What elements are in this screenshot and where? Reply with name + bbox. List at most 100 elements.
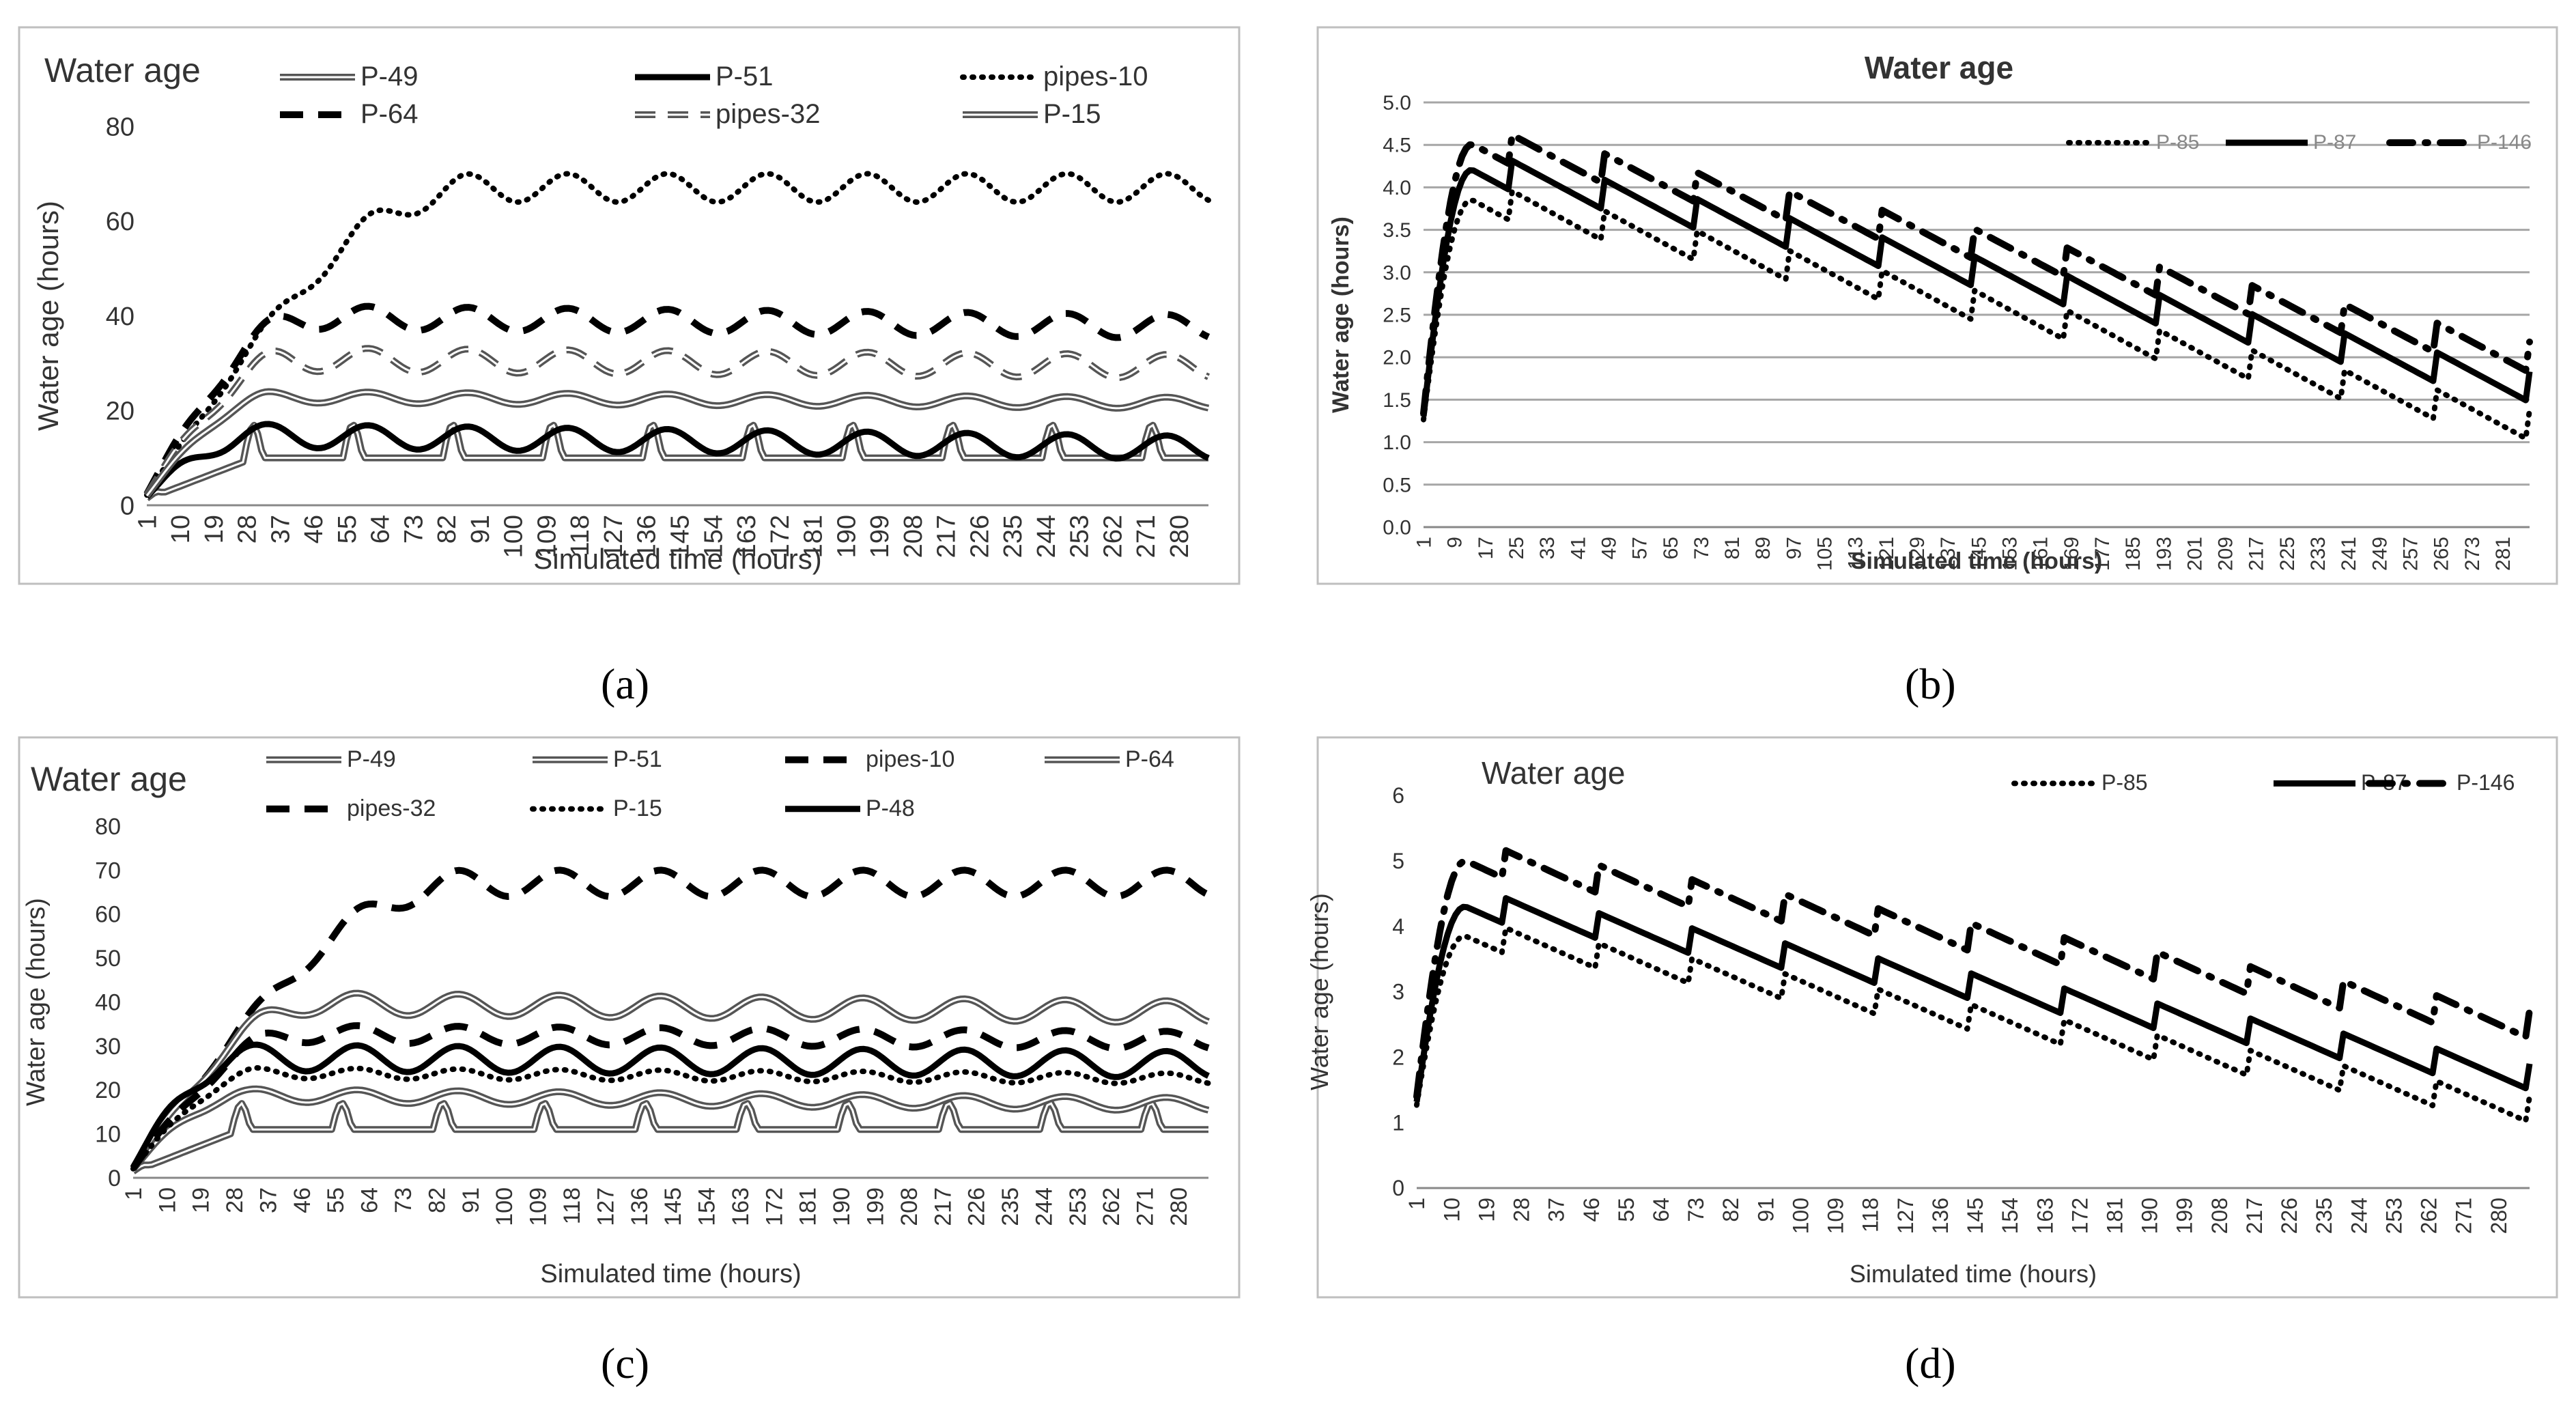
- series-line-pipes-10: [130, 866, 1211, 1171]
- x-tick-label: 55: [323, 1187, 349, 1213]
- y-tick-label: 2: [1392, 1045, 1404, 1070]
- legend-label-P-64: P-64: [360, 99, 419, 129]
- x-tick-label: 209: [2215, 537, 2237, 571]
- x-tick-label: 46: [1579, 1198, 1604, 1222]
- x-tick-label: 118: [559, 1187, 585, 1224]
- x-tick-label: 154: [694, 1187, 720, 1226]
- x-tick-label: 172: [761, 1187, 787, 1226]
- chart-c: Water age 0 10 20 30 40 50 60 70 80 1 10 19 28 37 46 55 6…: [18, 736, 1241, 1299]
- legend-label-P-146: P-146: [2457, 770, 2515, 795]
- y-tick-label: 2.0: [1383, 347, 1411, 369]
- y-tick-label: 20: [95, 1077, 121, 1103]
- caption-b: (b): [1905, 660, 1956, 708]
- chart-title: Water age: [44, 51, 201, 89]
- x-tick-label: 73: [399, 515, 428, 543]
- x-tick-label: 145: [660, 1187, 686, 1226]
- x-tick-label: 19: [1474, 1198, 1499, 1222]
- series-line-pipes-32: [130, 1022, 1210, 1171]
- x-tick-label: 91: [1753, 1198, 1778, 1222]
- x-tick-label: 208: [2207, 1198, 2232, 1234]
- x-tick-label: 19: [188, 1187, 214, 1213]
- chart-border: [18, 736, 1241, 1299]
- legend-label-P-48: P-48: [866, 795, 915, 821]
- caption-d: (d): [1905, 1339, 1956, 1387]
- series-line-inner-P-64: [132, 992, 1209, 1169]
- legend-label-pipes-32: pipes-32: [716, 99, 820, 129]
- y-tick-label: 60: [95, 902, 121, 928]
- x-tick-label: 91: [458, 1187, 484, 1213]
- x-tick-label: 1: [133, 515, 162, 529]
- y-axis-label: Water age (hours): [22, 898, 51, 1106]
- x-tick-label: 262: [1099, 515, 1127, 558]
- x-axis-label: Simulated time (hours): [1850, 1260, 2097, 1288]
- x-tick-label: 271: [1132, 515, 1161, 558]
- x-axis-label: Simulated time (hours): [540, 1260, 801, 1288]
- chart-title: Water age: [31, 760, 187, 798]
- legend-label-P-51: P-51: [716, 61, 774, 91]
- caption-c: (c): [601, 1339, 650, 1387]
- x-axis-label: Simulated time (hours): [533, 543, 821, 575]
- y-tick-label: 50: [95, 946, 121, 972]
- x-tick-label: 181: [799, 515, 828, 558]
- series-line-P-48: [130, 1041, 1210, 1169]
- x-tick-label: 82: [424, 1187, 450, 1213]
- x-tick-label: 136: [627, 1187, 653, 1226]
- y-tick-label: 1.5: [1383, 389, 1411, 412]
- chart-border: [18, 26, 1241, 585]
- x-tick-label: 145: [666, 515, 695, 558]
- y-tick-label: 0: [1392, 1176, 1404, 1200]
- x-tick-label: 37: [266, 515, 295, 543]
- x-tick-label: 91: [466, 515, 495, 543]
- x-tick-label: 265: [2431, 537, 2453, 571]
- x-tick-label: 225: [2276, 537, 2299, 571]
- x-tick-label: 1: [1404, 1198, 1429, 1210]
- x-tick-label: 37: [1544, 1198, 1569, 1222]
- x-tick-label: 41: [1567, 537, 1589, 559]
- y-tick-label: 0.0: [1383, 517, 1411, 539]
- y-tick-label: 6: [1392, 783, 1404, 808]
- y-tick-label: 1: [1392, 1110, 1404, 1135]
- x-tick-label: 273: [2461, 537, 2484, 571]
- x-tick-label: 37: [255, 1187, 281, 1213]
- legend-label-P-49: P-49: [360, 61, 419, 91]
- series-line-inner-P-49: [146, 423, 1208, 500]
- y-tick-label: 3.5: [1383, 219, 1411, 242]
- x-tick-label: 169: [2061, 537, 2083, 571]
- legend-label-P-85: P-85: [2101, 770, 2148, 795]
- x-tick-label: 33: [1536, 537, 1559, 559]
- x-tick-label: 82: [1718, 1198, 1743, 1222]
- series-line-P-51: [144, 421, 1210, 499]
- x-tick-label: 10: [154, 1187, 180, 1213]
- x-tick-label: 46: [289, 1187, 315, 1213]
- x-tick-label: 281: [2492, 537, 2515, 571]
- x-tick-label: 55: [1614, 1198, 1639, 1222]
- chart-title: Water age: [1482, 755, 1626, 791]
- legend-label-P-15: P-15: [1043, 99, 1101, 129]
- y-tick-label: 5.0: [1383, 92, 1411, 115]
- x-tick-label: 185: [2122, 537, 2145, 571]
- y-axis-label: Water age (hours): [32, 201, 64, 431]
- x-tick-label: 109: [1824, 1198, 1848, 1234]
- chart-border: [1316, 736, 2558, 1299]
- y-tick-label: 3: [1392, 980, 1404, 1004]
- x-tick-label: 1: [121, 1187, 147, 1200]
- x-tick-label: 81: [1721, 537, 1744, 559]
- series-line-P-146: [1420, 131, 2533, 417]
- series-line-inner-P-49: [132, 1101, 1208, 1172]
- series-line-inner-P-15: [145, 390, 1209, 497]
- x-tick-label: 253: [1065, 1187, 1091, 1226]
- x-tick-label: 10: [1439, 1198, 1464, 1222]
- y-tick-label: 2.5: [1383, 305, 1411, 327]
- x-tick-label: 73: [1684, 1198, 1708, 1222]
- x-tick-label: 64: [357, 1187, 383, 1213]
- series-line-P-85: [1421, 188, 2532, 441]
- y-tick-label: 4.0: [1383, 177, 1411, 199]
- x-tick-label: 57: [1629, 537, 1652, 559]
- y-tick-label: 60: [106, 208, 135, 236]
- x-tick-label: 163: [728, 1187, 754, 1226]
- x-tick-label: 217: [2242, 1198, 2267, 1234]
- x-tick-label: 65: [1660, 537, 1682, 559]
- x-tick-label: 105: [1814, 537, 1837, 571]
- x-tick-label: 121: [1876, 537, 1898, 571]
